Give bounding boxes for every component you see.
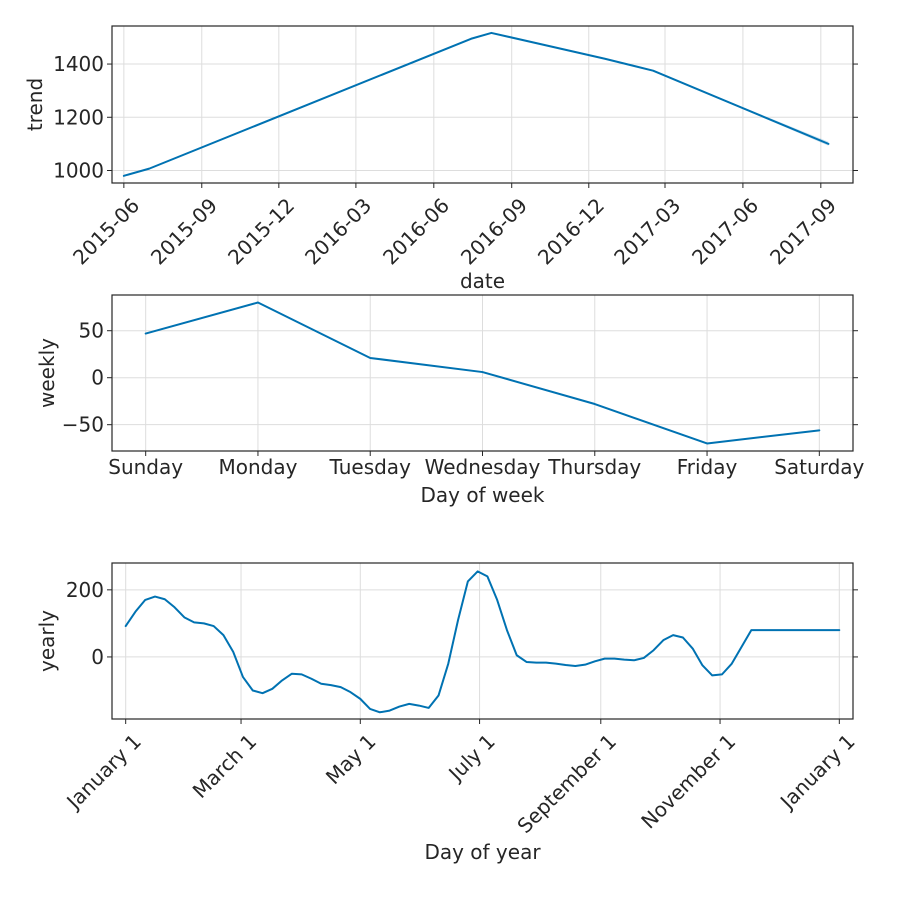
weekly-x-tick-label: Monday (218, 455, 297, 479)
yearly-y-axis-label: yearly (35, 610, 59, 672)
trend-x-tick-label: 2016-12 (533, 193, 609, 269)
trend-x-tick-label: 2017-09 (765, 193, 841, 269)
weekly-x-tick-label: Tuesday (329, 455, 412, 479)
yearly-y-tick-label: 0 (91, 645, 104, 669)
yearly-plot-frame (111, 562, 854, 720)
yearly-x-tick-label: March 1 (188, 729, 262, 803)
weekly-y-tick-label: −50 (62, 413, 104, 437)
trend-grid (112, 26, 853, 183)
weekly-y-tick-label: 0 (91, 366, 104, 390)
yearly-x-tick-label: July 1 (443, 729, 500, 786)
weekly-x-tick-label: Thursday (547, 455, 641, 479)
weekly-y-axis-label: weekly (35, 338, 59, 408)
weekly-x-tick-label: Saturday (774, 455, 864, 479)
yearly-x-tick-label: May 1 (321, 729, 381, 789)
yearly-series (124, 570, 841, 714)
trend-x-tick-label: 2017-06 (687, 193, 763, 269)
weekly-series (144, 301, 821, 445)
weekly-x-tick-label: Friday (677, 455, 738, 479)
trend-x-tick-label: 2017-03 (609, 193, 685, 269)
trend-uncertainty-band (123, 32, 829, 176)
trend-y-tick-label: 1000 (53, 158, 104, 182)
yearly-x-tick-label: January 1 (774, 729, 859, 814)
trend-x-tick-label: 2016-09 (456, 193, 532, 269)
trend-x-tick-label: 2015-12 (223, 193, 299, 269)
trend-y-axis-label: trend (23, 78, 47, 131)
trend-y-tick-label: 1400 (53, 52, 104, 76)
weekly-x-axis-label: Day of week (420, 483, 544, 507)
yearly-x-tick-label: September 1 (512, 729, 621, 838)
trend-x-tick-label: 2015-06 (68, 193, 144, 269)
trend-band (123, 32, 829, 176)
trend-x-axis-label: date (460, 269, 505, 293)
trend-x-tick-label: 2016-03 (300, 193, 376, 269)
trend-plot-frame (111, 25, 854, 184)
trend-y-tick-label: 1200 (53, 105, 104, 129)
yearly-panel: January 1 March 1 May 1 July 1 September 1 No… (35, 562, 860, 864)
trend-x-tick-label: 2015-09 (146, 193, 222, 269)
weekly-y-tick-label: 50 (79, 319, 104, 343)
yearly-x-tick-label: November 1 (636, 729, 740, 833)
weekly-grid (112, 295, 853, 451)
yearly-y-tick-label: 200 (66, 578, 104, 602)
weekly-series-line (144, 301, 821, 445)
yearly-x-tick-label: January 1 (60, 729, 145, 814)
trend-x-tick-label: 2016-06 (378, 193, 454, 269)
weekly-axes: Sunday Monday Tuesday Wednesday Thursday Frid… (62, 294, 865, 479)
yearly-x-axis-label: Day of year (424, 840, 541, 864)
weekly-x-tick-label: Sunday (108, 455, 183, 479)
weekly-panel: Sunday Monday Tuesday Wednesday Thursday Frid… (35, 294, 865, 507)
yearly-series-line (124, 570, 841, 714)
trend-panel: 2015-06 2015-09 2015-12 2016-03 2016-06 2016-… (23, 25, 858, 293)
trend-series-line (122, 31, 830, 177)
yearly-axes: January 1 March 1 May 1 July 1 September 1 No… (60, 562, 860, 838)
trend-series (122, 31, 830, 177)
weekly-x-tick-label: Wednesday (425, 455, 541, 479)
yearly-grid (112, 563, 853, 719)
trend-axes: 2015-06 2015-09 2015-12 2016-03 2016-06 2016-… (53, 25, 858, 269)
